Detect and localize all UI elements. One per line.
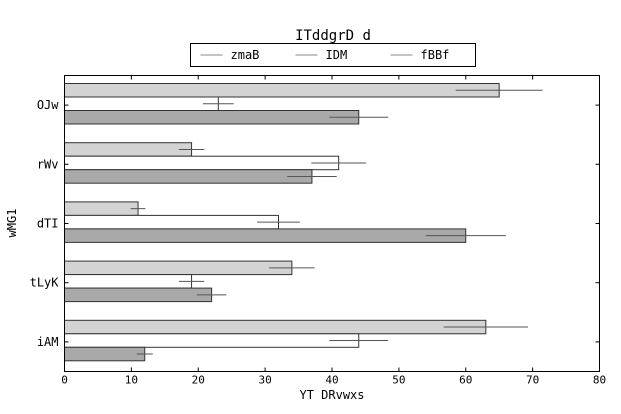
x-tick-label-60: 60: [459, 374, 472, 387]
x-tick-label-0: 0: [61, 374, 68, 387]
x-tick-label-50: 50: [392, 374, 405, 387]
legend-label-IDM: IDM: [326, 48, 348, 62]
plot-area: [64, 83, 543, 362]
legend-box: [190, 43, 476, 67]
bar-IDM-OJw: [64, 96, 219, 111]
x-tick-label-40: 40: [325, 374, 338, 387]
bar-IDM-iAM: [64, 333, 360, 348]
y-axis-label: wMG1: [5, 209, 19, 238]
bar-fBBf-tLyK: [64, 287, 213, 303]
legend-label-fBBf: fBBf: [421, 48, 450, 62]
x-axis-label: YT DRvwxs: [299, 388, 364, 402]
axis-ticks: OJw rWv dTI tLyK iAM 0 10 20 30 40 50 60 70 80: [30, 75, 606, 387]
y-tick-label-OJw: OJw: [37, 98, 59, 112]
x-tick-label-10: 10: [125, 374, 138, 387]
x-tick-label-80: 80: [593, 374, 606, 387]
bar-zmaB-dTI: [64, 201, 139, 216]
legend-label-zmaB: zmaB: [231, 48, 260, 62]
x-tick-label-70: 70: [526, 374, 539, 387]
y-tick-label-rWv: rWv: [37, 157, 59, 171]
bar-zmaB-rWv: [64, 142, 193, 157]
y-tick-label-dTI: dTI: [37, 217, 59, 231]
bar-zmaB-tLyK: [64, 260, 293, 276]
bar-fBBf-OJw: [64, 110, 360, 125]
bar-zmaB-iAM: [64, 319, 487, 335]
x-tick-label-20: 20: [192, 374, 205, 387]
x-tick-label-30: 30: [259, 374, 272, 387]
chart-title: ITddgrD d: [295, 28, 371, 44]
bar-IDM-dTI: [64, 214, 279, 230]
bar-fBBf-iAM: [64, 346, 146, 362]
bar-fBBf-dTI: [64, 228, 467, 243]
bar-zmaB-OJw: [64, 83, 500, 98]
legend: zmaB IDM fBBf: [190, 43, 476, 67]
bar-fBBf-rWv: [64, 169, 313, 184]
y-tick-label-iAM: iAM: [37, 335, 59, 349]
y-tick-label-tLyK: tLyK: [30, 276, 60, 290]
bar-IDM-tLyK: [64, 274, 193, 289]
bar-IDM-rWv: [64, 155, 340, 171]
